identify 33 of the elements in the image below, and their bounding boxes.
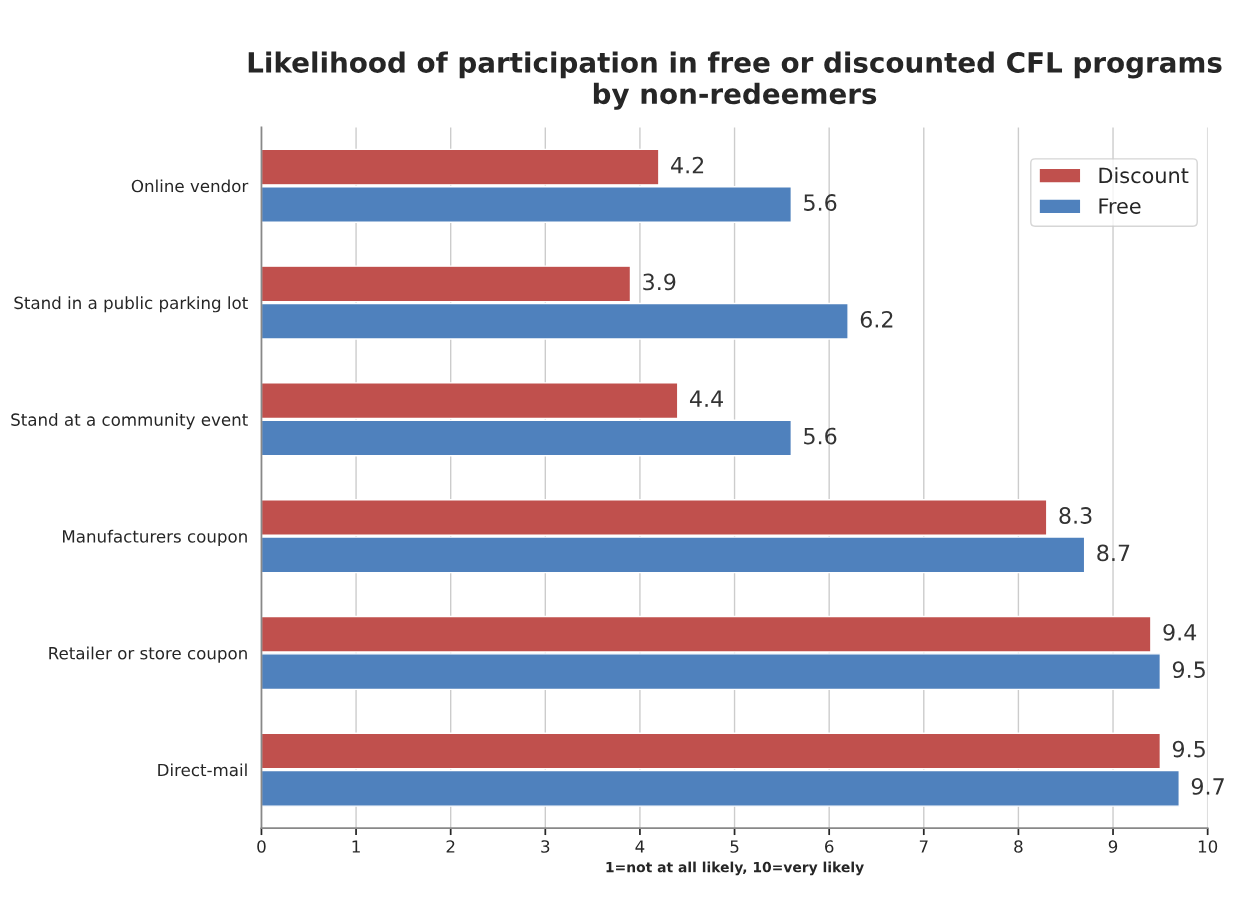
x-tick-label: 7 [919,840,928,853]
x-tick-label: 3 [541,840,550,853]
legend-label: Free [1099,198,1141,214]
data-label: 9.5 [1172,661,1205,679]
y-tick-label: Stand at a community event [11,413,248,430]
x-tick-label: 2 [446,840,455,853]
data-label: 4.2 [671,156,704,174]
y-tick-label: Direct-mail [158,763,247,777]
data-label: 8.3 [1059,507,1092,524]
x-tick-label: 9 [1108,840,1118,853]
data-label: 9.5 [1172,740,1205,758]
data-label: 9.7 [1191,778,1224,795]
x-tick-label: 8 [1014,840,1023,853]
y-tick-label: Retailer or store coupon [49,646,247,663]
x-tick-label: 5 [730,840,739,853]
data-label: 6.2 [860,310,893,328]
data-label: 5.6 [804,427,837,445]
y-tick-label: Online vendor [131,179,249,193]
chart-title: Likelihood of participation in free or discounted CFL programs by non-redeemers [248,51,1222,110]
data-label: 5.6 [804,194,837,211]
x-axis-title: 1=not at all likely, 10=very likely [606,861,864,876]
x-tick-label: 4 [635,840,645,853]
x-tick-label: 6 [825,840,834,853]
legend-label: Discount [1099,167,1189,184]
data-label: 9.4 [1163,623,1197,641]
x-tick-label: 10 [1198,840,1218,853]
y-tick-label: Manufacturers coupon [63,529,247,546]
x-tick-label: 0 [257,840,266,853]
x-tick-label: 1 [352,840,360,853]
data-label: 3.9 [643,273,676,291]
y-tick-label: Stand in a public parking lot [14,296,248,313]
data-label: 8.7 [1097,544,1130,562]
data-label: 4.4 [689,390,723,407]
